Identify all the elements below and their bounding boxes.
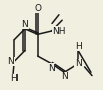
- Text: H: H: [75, 42, 82, 51]
- Text: O: O: [34, 4, 41, 13]
- Text: H: H: [10, 75, 16, 84]
- Text: NH: NH: [52, 27, 66, 36]
- Text: N: N: [75, 59, 82, 68]
- Text: N: N: [48, 64, 55, 73]
- Text: N: N: [61, 72, 68, 81]
- Text: N: N: [21, 20, 28, 29]
- Text: H: H: [11, 75, 18, 84]
- Text: N: N: [7, 57, 14, 66]
